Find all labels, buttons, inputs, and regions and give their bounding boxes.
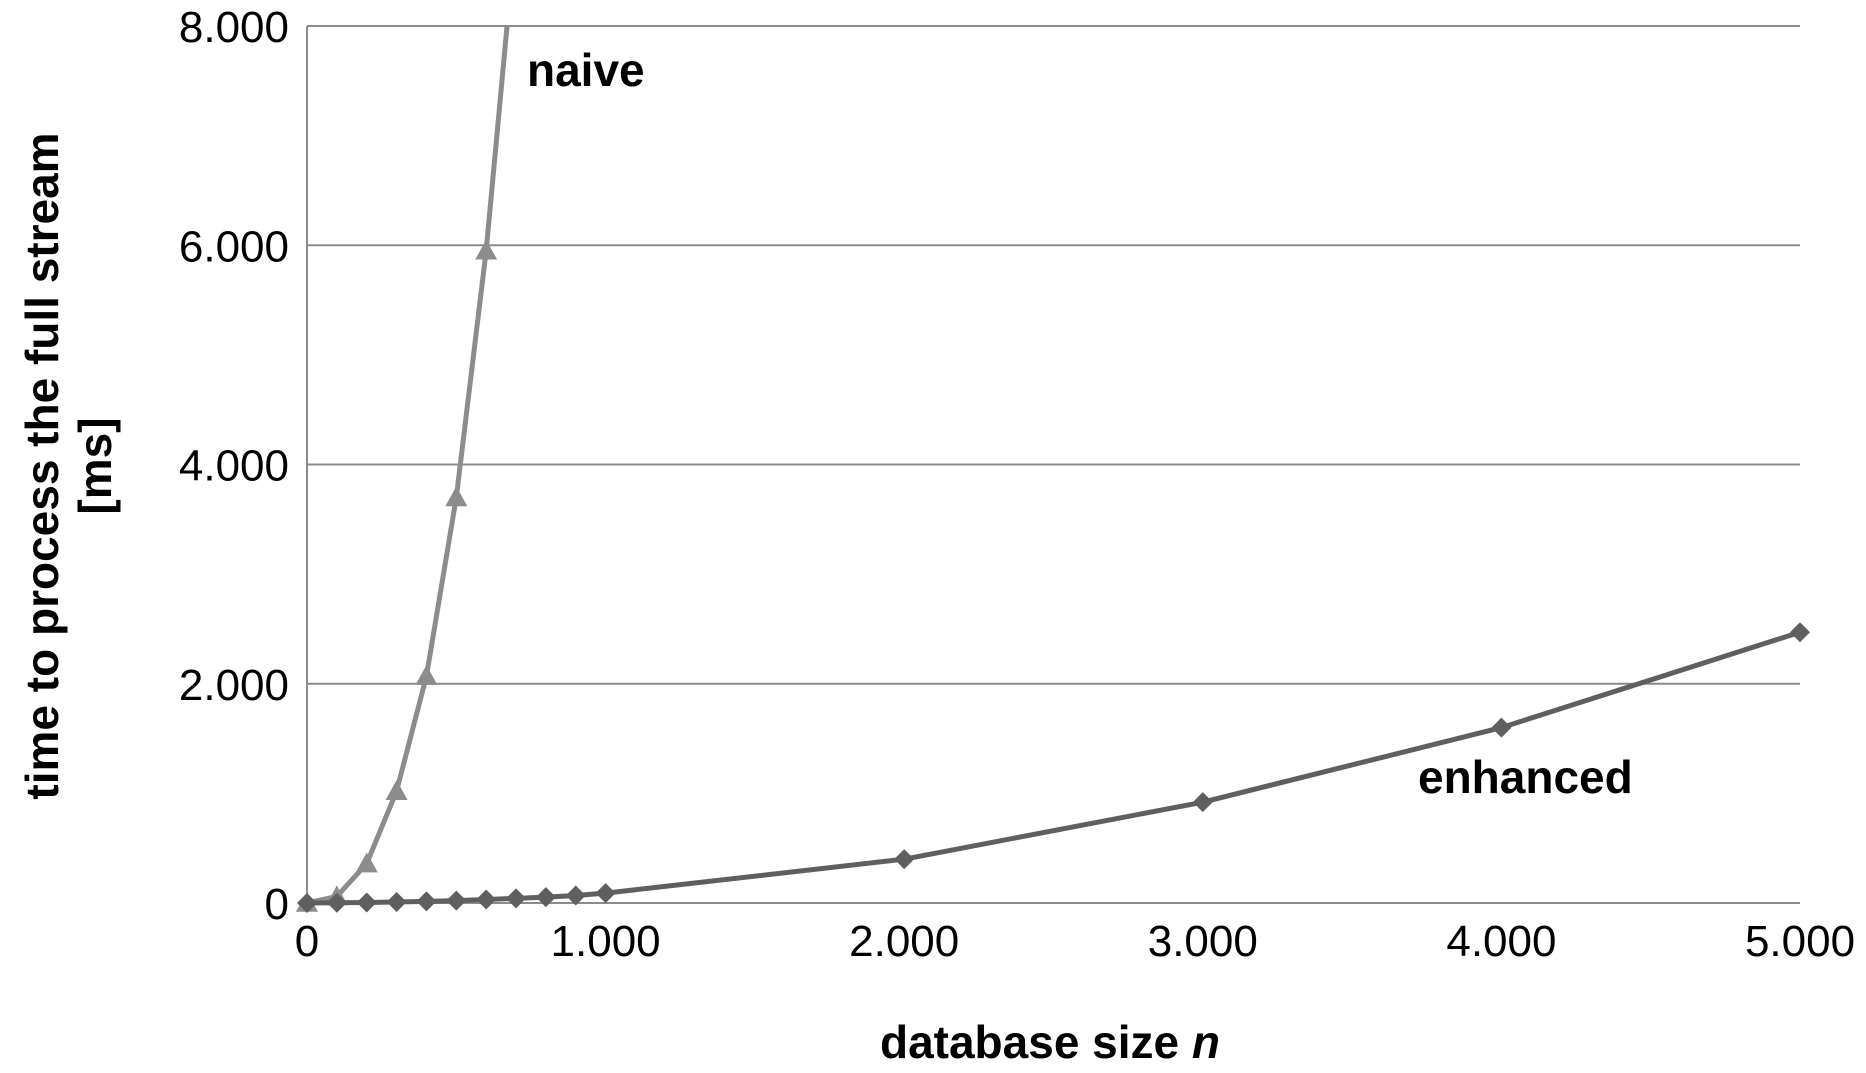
point-enhanced — [386, 892, 407, 913]
y-axis-title: time to process the full stream [ms] — [16, 132, 121, 799]
point-naive — [475, 239, 498, 260]
point-naive — [445, 486, 468, 507]
y-axis-title-line1: time to process the full stream — [16, 132, 68, 799]
y-tick-label: 2.000 — [179, 661, 289, 710]
point-enhanced — [446, 890, 467, 911]
y-tick-label: 4.000 — [179, 442, 289, 491]
series-layer — [296, 25, 1810, 913]
point-enhanced — [356, 892, 377, 913]
series-enhanced — [297, 622, 1810, 913]
point-enhanced — [894, 849, 915, 870]
point-enhanced — [535, 887, 556, 908]
point-enhanced — [416, 891, 437, 912]
point-enhanced — [297, 893, 317, 913]
x-tick-label: 2.000 — [849, 917, 959, 966]
series-naive — [296, 25, 510, 912]
point-enhanced — [1790, 622, 1810, 643]
x-axis-title-variable: n — [1192, 1016, 1220, 1068]
x-axis-title: database size n — [880, 1016, 1220, 1068]
point-enhanced — [595, 883, 616, 904]
series-label-naive: naive — [527, 44, 645, 96]
x-tick-label: 5.000 — [1745, 917, 1855, 966]
point-enhanced — [1491, 717, 1512, 738]
x-tick-label: 3.000 — [1148, 917, 1258, 966]
point-naive — [385, 780, 408, 800]
gridlines — [307, 25, 1800, 904]
point-naive — [355, 852, 378, 873]
x-tick-label: 0 — [295, 917, 319, 966]
y-tick-label: 6.000 — [179, 222, 289, 271]
y-axis-title-line2: [ms] — [69, 417, 121, 514]
series-label-enhanced: enhanced — [1418, 751, 1633, 803]
x-tick-label: 4.000 — [1446, 917, 1556, 966]
tick-labels: 0 2.000 4.000 6.000 8.000 0 1.000 2.000 3.000 4.0… — [179, 3, 1855, 966]
point-enhanced — [476, 889, 497, 910]
point-enhanced — [1192, 792, 1213, 813]
y-tick-label: 0 — [265, 880, 289, 929]
point-enhanced — [565, 885, 586, 906]
point-naive — [415, 665, 438, 685]
x-tick-label: 1.000 — [551, 917, 661, 966]
point-enhanced — [506, 888, 527, 909]
series-line-naive — [306, 25, 510, 906]
x-axis-title-text: database size — [880, 1016, 1179, 1068]
y-tick-label: 8.000 — [179, 3, 289, 52]
point-enhanced — [326, 892, 347, 913]
